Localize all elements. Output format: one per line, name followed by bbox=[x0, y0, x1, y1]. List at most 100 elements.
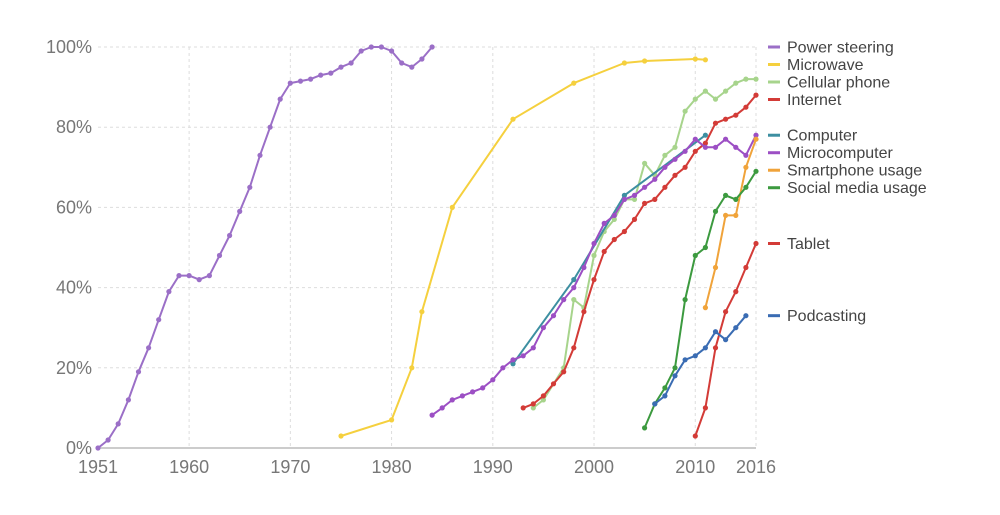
data-point bbox=[490, 377, 496, 383]
legend-item: Power steering bbox=[768, 40, 894, 57]
data-point bbox=[156, 317, 162, 323]
legend-item: Social media usage bbox=[768, 180, 927, 197]
series-layer bbox=[95, 44, 759, 451]
data-point bbox=[702, 57, 709, 63]
data-point bbox=[692, 433, 698, 439]
legend-item: Microwave bbox=[768, 57, 864, 74]
data-point bbox=[672, 144, 678, 150]
data-point bbox=[743, 104, 749, 110]
data-point bbox=[642, 58, 648, 64]
legend-label: Internet bbox=[787, 92, 842, 109]
series-line bbox=[532, 78, 756, 409]
data-point bbox=[206, 273, 212, 279]
data-point bbox=[723, 116, 729, 122]
data-point bbox=[753, 132, 759, 138]
data-point bbox=[692, 353, 698, 359]
data-point bbox=[601, 220, 607, 226]
axis-layer: 0% 20% 40% 60% 80% 100% 1951 1960 1970 1980 1990 20… bbox=[46, 37, 776, 477]
y-tick-label: 20% bbox=[56, 358, 92, 378]
data-point bbox=[500, 365, 506, 371]
data-point bbox=[520, 353, 526, 359]
data-point bbox=[723, 192, 729, 198]
data-point bbox=[753, 168, 759, 174]
x-tick-label: 2016 bbox=[736, 457, 776, 477]
data-point bbox=[723, 88, 729, 94]
y-tick-label: 60% bbox=[56, 197, 92, 217]
legend-label: Power steering bbox=[787, 40, 894, 57]
data-point bbox=[743, 313, 749, 319]
data-point bbox=[743, 164, 749, 170]
data-point bbox=[652, 196, 658, 202]
data-point bbox=[287, 80, 293, 86]
data-point bbox=[682, 357, 688, 363]
data-point bbox=[642, 200, 648, 206]
data-point bbox=[419, 309, 425, 315]
data-point bbox=[652, 401, 658, 407]
series-6 bbox=[702, 136, 759, 311]
data-point bbox=[652, 176, 658, 182]
data-point bbox=[227, 232, 233, 239]
data-point bbox=[389, 417, 395, 423]
series-4 bbox=[510, 132, 709, 367]
x-tick-label: 1980 bbox=[372, 457, 412, 477]
data-point bbox=[642, 184, 648, 190]
data-point bbox=[530, 405, 536, 411]
data-point bbox=[540, 393, 547, 399]
x-tick-label: 1970 bbox=[270, 457, 310, 477]
data-point bbox=[733, 289, 739, 295]
data-point bbox=[237, 208, 243, 214]
data-point bbox=[449, 204, 455, 210]
data-point bbox=[439, 405, 445, 411]
data-point bbox=[621, 228, 628, 235]
data-point bbox=[581, 309, 587, 315]
data-point bbox=[267, 124, 273, 130]
data-point bbox=[692, 56, 698, 62]
series-line bbox=[643, 170, 757, 429]
data-point bbox=[611, 236, 617, 243]
data-point bbox=[672, 172, 678, 178]
x-tick-label: 1951 bbox=[78, 457, 118, 477]
data-point bbox=[550, 381, 557, 387]
series-9 bbox=[652, 313, 749, 407]
data-point bbox=[216, 252, 223, 259]
data-point bbox=[692, 136, 698, 142]
data-point bbox=[328, 70, 334, 76]
data-point bbox=[571, 345, 577, 351]
data-point bbox=[631, 196, 638, 202]
data-point bbox=[712, 96, 719, 102]
data-point bbox=[348, 60, 354, 66]
data-point bbox=[743, 264, 749, 271]
data-point bbox=[510, 361, 516, 367]
data-point bbox=[470, 389, 476, 395]
data-point bbox=[591, 252, 597, 259]
series-5 bbox=[429, 132, 759, 418]
data-point bbox=[672, 373, 678, 379]
legend-label: Social media usage bbox=[787, 180, 927, 197]
x-tick-label: 2010 bbox=[675, 457, 715, 477]
series-8 bbox=[692, 240, 759, 439]
legend-label: Podcasting bbox=[787, 308, 866, 325]
data-point bbox=[125, 397, 131, 403]
data-point bbox=[176, 273, 182, 279]
legend-label: Cellular phone bbox=[787, 75, 890, 92]
data-point bbox=[662, 184, 668, 190]
data-point bbox=[561, 297, 567, 303]
legend-item: Podcasting bbox=[768, 308, 866, 325]
data-point bbox=[135, 369, 142, 375]
data-point bbox=[571, 297, 577, 303]
series-1 bbox=[338, 56, 709, 439]
data-point bbox=[429, 412, 435, 418]
data-point bbox=[712, 208, 719, 214]
series-0 bbox=[95, 44, 435, 451]
data-point bbox=[540, 397, 547, 403]
data-point bbox=[712, 144, 719, 150]
series-3 bbox=[520, 92, 759, 411]
data-point bbox=[733, 112, 739, 118]
series-line bbox=[97, 46, 433, 449]
data-point bbox=[702, 244, 709, 251]
data-point bbox=[95, 445, 101, 451]
data-point bbox=[733, 80, 739, 86]
data-point bbox=[449, 397, 455, 403]
data-point bbox=[611, 212, 617, 218]
data-point bbox=[581, 264, 587, 271]
